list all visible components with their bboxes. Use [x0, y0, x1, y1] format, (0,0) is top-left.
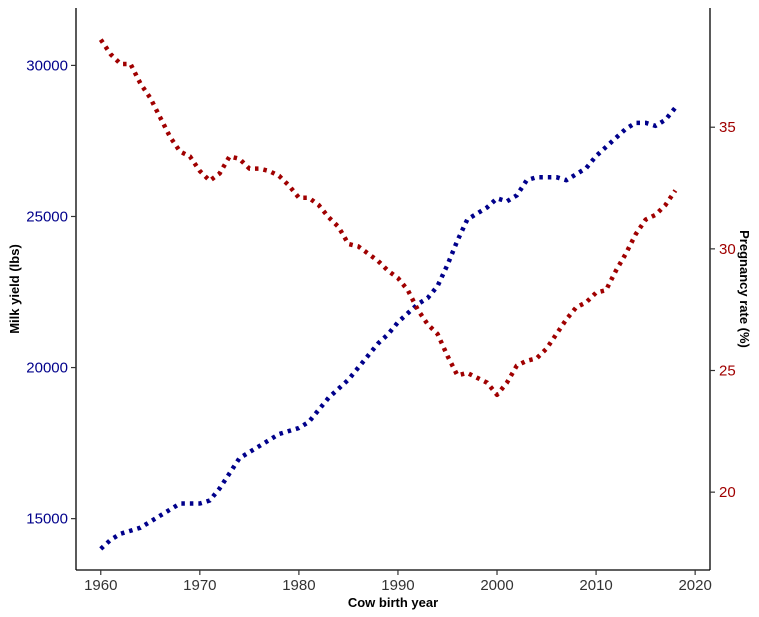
- y-right-tick-label: 25: [719, 363, 736, 380]
- y-left-tick-label: 20000: [26, 360, 68, 377]
- x-tick-label: 2010: [579, 577, 612, 594]
- milk-yield-series-line: [99, 106, 678, 551]
- x-tick-label: 2000: [480, 577, 513, 594]
- series-layer: [98, 38, 678, 551]
- axes-layer: 1960 1970 1980 1990 2000 2010 2020 15000 20000 25…: [26, 8, 736, 594]
- y-left-tick-label: 30000: [26, 57, 68, 74]
- pregnancy-rate-series-line: [98, 38, 678, 398]
- y-axis-left-title: Milk yield (lbs): [7, 244, 22, 334]
- x-tick-label: 2020: [678, 577, 711, 594]
- x-tick-label: 1990: [381, 577, 414, 594]
- x-axis-title: Cow birth year: [348, 595, 438, 610]
- y-left-tick-label: 15000: [26, 511, 68, 528]
- y-axis-right-title: Pregnancy rate (%): [737, 230, 752, 348]
- x-tick-label: 1970: [183, 577, 216, 594]
- y-right-tick-label: 30: [719, 241, 736, 258]
- x-tick-label: 1980: [282, 577, 315, 594]
- y-left-tick-label: 25000: [26, 208, 68, 225]
- y-right-tick-label: 35: [719, 119, 736, 136]
- y-right-tick-label: 20: [719, 484, 736, 501]
- x-tick-label: 1960: [84, 577, 117, 594]
